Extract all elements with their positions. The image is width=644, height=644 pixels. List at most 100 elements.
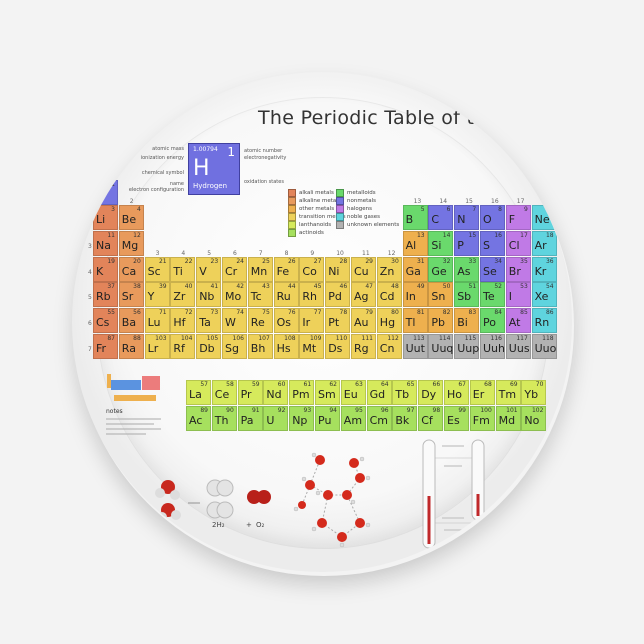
period-label: 3: [88, 242, 92, 250]
element-cell-ga: 31 Ga: [402, 256, 428, 282]
legend-item-unknown: unknown elements: [336, 221, 399, 229]
equation-o2: O₂: [256, 521, 265, 529]
atomic-number: 77: [313, 309, 322, 317]
legend-item-transition: transition metals: [288, 213, 346, 221]
element-symbol: Ge: [431, 264, 447, 278]
element-cell-te: 52 Te: [480, 282, 505, 308]
element-cell-pr: 59 Pr: [237, 380, 263, 405]
element-cell-cf: 98 Cf: [418, 406, 444, 431]
element-symbol: Na: [96, 238, 111, 252]
element-symbol: Ti: [173, 264, 183, 278]
atomic-number: 8: [498, 206, 502, 213]
notes-title: notes: [106, 408, 123, 415]
group-label: 12: [387, 250, 396, 257]
atomic-number: 27: [313, 257, 322, 265]
key-label-left: electron configuration: [128, 187, 184, 193]
element-cell-pu: 94 Pu: [315, 406, 340, 431]
element-symbol: Hs: [276, 342, 291, 355]
element-cell-mo: 42 Mo: [222, 282, 247, 308]
element-cell-as: 33 As: [454, 256, 480, 282]
key-label-right: electronegativity: [244, 155, 287, 161]
atomic-number: 19: [107, 257, 115, 265]
element-symbol: Lu: [147, 316, 161, 330]
atomic-number: 26: [287, 257, 296, 265]
element-symbol: Db: [199, 342, 215, 355]
element-symbol: Tc: [250, 290, 262, 304]
element-symbol: Ru: [276, 290, 291, 304]
element-cell-np: 93 Np: [289, 406, 315, 431]
element-symbol: Sg: [225, 342, 239, 355]
element-symbol: Tl: [405, 316, 416, 330]
element-cell-ba: 56 Ba: [118, 308, 144, 334]
element-cell-uuh: 116 Uuh: [480, 334, 505, 359]
atomic-number: 117: [516, 335, 528, 342]
element-cell-ag: 47 Ag: [351, 282, 376, 308]
element-cell-es: 99 Es: [444, 406, 469, 431]
atomic-number: 76: [287, 309, 296, 317]
element-symbol: Nd: [266, 388, 282, 401]
element-symbol: Se: [483, 264, 497, 278]
element-symbol: Sr: [121, 290, 134, 304]
element-cell-bi: 83 Bi: [454, 308, 480, 334]
atomic-number: 57: [200, 381, 208, 388]
group-label: 9: [310, 250, 315, 257]
atomic-number: 39: [158, 283, 167, 291]
atomic-number: 75: [262, 309, 270, 317]
period-label: 7: [88, 346, 92, 353]
element-cell-rh: 45 Rh: [299, 282, 325, 308]
legend-item-alkaline: alkaline metals: [288, 197, 341, 205]
element-cell-ti: 22 Ti: [170, 256, 196, 282]
element-cell-yb: 70 Yb: [521, 380, 547, 405]
element-cell-at: 85 At: [505, 308, 531, 334]
atomic-number: 74: [236, 309, 244, 317]
element-cell-na: 11 Na: [93, 230, 118, 256]
element-cell-re: 75 Re: [247, 308, 273, 334]
legend-swatch: [336, 189, 344, 197]
element-symbol: Bh: [250, 342, 266, 355]
atomic-number: 15: [468, 231, 477, 239]
atomic-number: 55: [107, 309, 115, 317]
atomic-number: 6: [446, 206, 451, 213]
element-symbol: As: [457, 264, 471, 278]
thermometer-illustration: [422, 439, 485, 549]
period-label: 6: [88, 320, 92, 328]
atomic-number: 48: [391, 283, 399, 291]
element-symbol: Md: [498, 414, 516, 427]
element-cell-uuq: 114 Uuq: [428, 334, 453, 359]
notes-text: [106, 418, 161, 435]
element-symbol: W: [225, 316, 236, 330]
atomic-number: 41: [210, 283, 219, 291]
element-symbol: Tm: [498, 388, 517, 401]
element-symbol: Mt: [302, 342, 317, 355]
element-cell-s: 16 S: [480, 230, 505, 256]
atomic-number: 1: [111, 181, 115, 188]
element-cell-hs: 108 Hs: [273, 334, 299, 359]
atomic-number: 82: [442, 309, 451, 317]
element-cell-kr: 36 Kr: [531, 256, 557, 282]
element-cell-ge: 32 Ge: [428, 256, 454, 282]
element-cell-gd: 64 Gd: [366, 380, 392, 405]
group-label: 7: [258, 250, 263, 257]
atomic-number: 20: [133, 257, 141, 265]
atomic-number: 86: [545, 309, 554, 317]
element-cell-lu: 71 Lu: [144, 308, 170, 334]
atomic-number: 69: [509, 381, 518, 388]
element-symbol: B: [405, 213, 414, 226]
element-cell-in: 49 In: [402, 282, 428, 308]
atomic-number: 46: [339, 283, 348, 291]
legend-item-other: other metals: [288, 205, 334, 213]
element-cell-fm: 100 Fm: [469, 406, 495, 431]
legend-swatch: [336, 213, 344, 221]
atomic-number: 94: [329, 407, 337, 414]
element-symbol: Ac: [189, 414, 203, 427]
legend-item-noble: noble gases: [336, 213, 380, 221]
atomic-number: 58: [226, 381, 234, 388]
legend-item-lanthanoid: lanthanoids: [288, 221, 331, 229]
atomic-number: 95: [355, 407, 363, 414]
ice-lattice-illustration: [293, 452, 371, 548]
element-cell-tb: 65 Tb: [392, 380, 418, 405]
element-symbol: Cs: [96, 316, 110, 330]
equation-plus: +: [246, 521, 252, 529]
